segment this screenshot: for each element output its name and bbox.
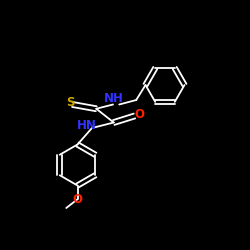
Text: S: S [66,96,74,109]
Text: NH: NH [104,92,124,106]
Text: HN: HN [76,119,96,132]
Text: O: O [134,108,144,120]
Text: O: O [72,193,83,206]
